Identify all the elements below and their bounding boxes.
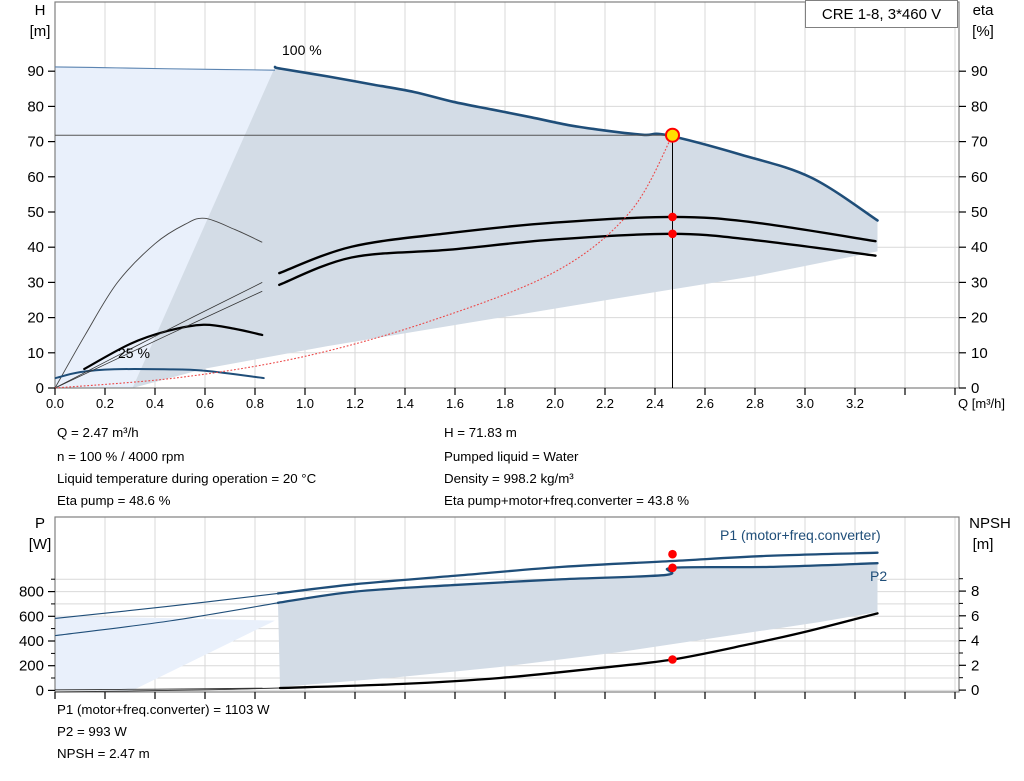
svg-text:P: P	[35, 515, 45, 532]
svg-text:1.8: 1.8	[496, 396, 514, 411]
svg-text:800: 800	[19, 584, 44, 601]
svg-text:20: 20	[27, 310, 44, 327]
svg-text:3.2: 3.2	[846, 396, 864, 411]
svg-text:Q [m³/h]: Q [m³/h]	[958, 396, 1005, 411]
svg-text:0.8: 0.8	[246, 396, 264, 411]
svg-text:80: 80	[27, 98, 44, 115]
svg-text:0.2: 0.2	[96, 396, 114, 411]
svg-text:70: 70	[27, 134, 44, 151]
svg-text:[m]: [m]	[30, 23, 51, 40]
svg-text:1.0: 1.0	[296, 396, 314, 411]
svg-text:0: 0	[971, 380, 979, 397]
svg-text:[W]: [W]	[29, 536, 52, 553]
svg-text:2.6: 2.6	[696, 396, 714, 411]
svg-text:2: 2	[971, 657, 979, 674]
svg-text:90: 90	[971, 63, 988, 80]
svg-text:20: 20	[971, 310, 988, 327]
svg-text:50: 50	[27, 204, 44, 221]
svg-text:0.6: 0.6	[196, 396, 214, 411]
svg-text:0.4: 0.4	[146, 396, 164, 411]
svg-text:8: 8	[971, 583, 979, 600]
svg-text:0.0: 0.0	[46, 396, 64, 411]
svg-text:600: 600	[19, 608, 44, 625]
svg-text:1.2: 1.2	[346, 396, 364, 411]
svg-text:10: 10	[971, 345, 988, 362]
svg-text:eta: eta	[973, 2, 995, 19]
svg-text:4: 4	[971, 633, 979, 650]
svg-text:30: 30	[971, 274, 988, 291]
svg-text:400: 400	[19, 633, 44, 650]
svg-text:6: 6	[971, 608, 979, 625]
svg-text:[m]: [m]	[973, 536, 994, 553]
svg-text:90: 90	[27, 63, 44, 80]
svg-text:2.8: 2.8	[746, 396, 764, 411]
svg-text:30: 30	[27, 274, 44, 291]
svg-text:60: 60	[971, 169, 988, 186]
svg-text:50: 50	[971, 204, 988, 221]
svg-text:3.0: 3.0	[796, 396, 814, 411]
svg-text:1.4: 1.4	[396, 396, 414, 411]
svg-text:10: 10	[27, 345, 44, 362]
svg-text:40: 40	[27, 239, 44, 256]
svg-text:2.4: 2.4	[646, 396, 664, 411]
svg-text:0: 0	[36, 682, 44, 699]
svg-text:40: 40	[971, 239, 988, 256]
svg-text:80: 80	[971, 98, 988, 115]
svg-text:70: 70	[971, 134, 988, 151]
svg-text:2.2: 2.2	[596, 396, 614, 411]
svg-text:[%]: [%]	[972, 23, 994, 40]
svg-text:0: 0	[36, 380, 44, 397]
svg-text:NPSH: NPSH	[969, 515, 1011, 532]
svg-text:60: 60	[27, 169, 44, 186]
svg-text:0: 0	[971, 682, 979, 699]
svg-text:200: 200	[19, 658, 44, 675]
svg-text:H: H	[35, 2, 46, 19]
svg-text:1.6: 1.6	[446, 396, 464, 411]
svg-text:2.0: 2.0	[546, 396, 564, 411]
